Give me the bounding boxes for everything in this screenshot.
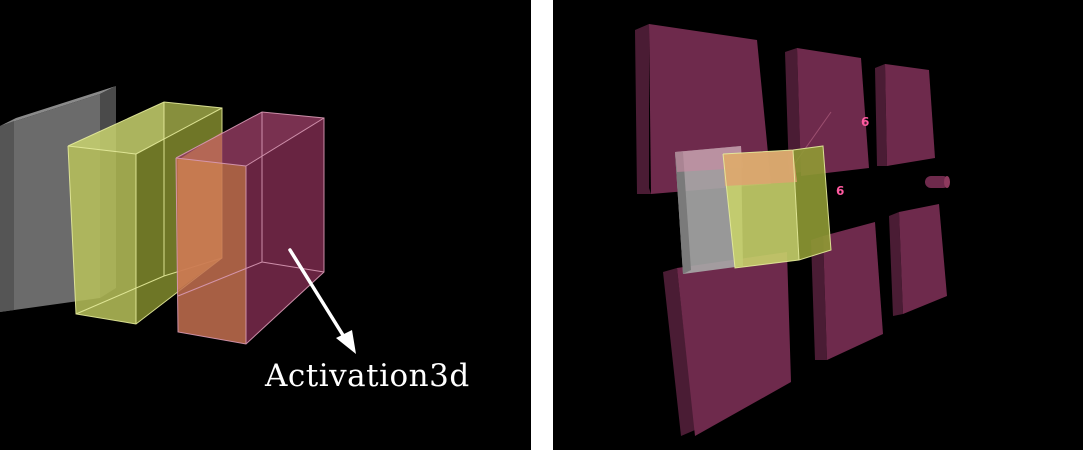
pink-slab-bottom-right [889, 204, 947, 316]
pink-slab-top-right [875, 64, 935, 166]
dim-label-middle: 6 [836, 184, 844, 198]
annotation-arrow [288, 248, 356, 354]
pink-slab-bottom-middle [811, 222, 883, 360]
activation3d-layer [175, 111, 325, 345]
right-panel: 6 6 [553, 0, 1083, 450]
panel-divider [531, 0, 553, 450]
pink-small-tube [925, 176, 950, 188]
activation3d-label: Activation3d [265, 358, 470, 394]
yellow-layer [722, 145, 832, 269]
pink-slab-top-middle [785, 48, 869, 176]
left-diagram [0, 86, 356, 354]
pink-slab-bottom-left [663, 252, 791, 436]
right-diagram: 6 6 [635, 24, 950, 436]
dim-label-top: 6 [861, 115, 869, 129]
left-panel: Activation3d [0, 0, 531, 450]
